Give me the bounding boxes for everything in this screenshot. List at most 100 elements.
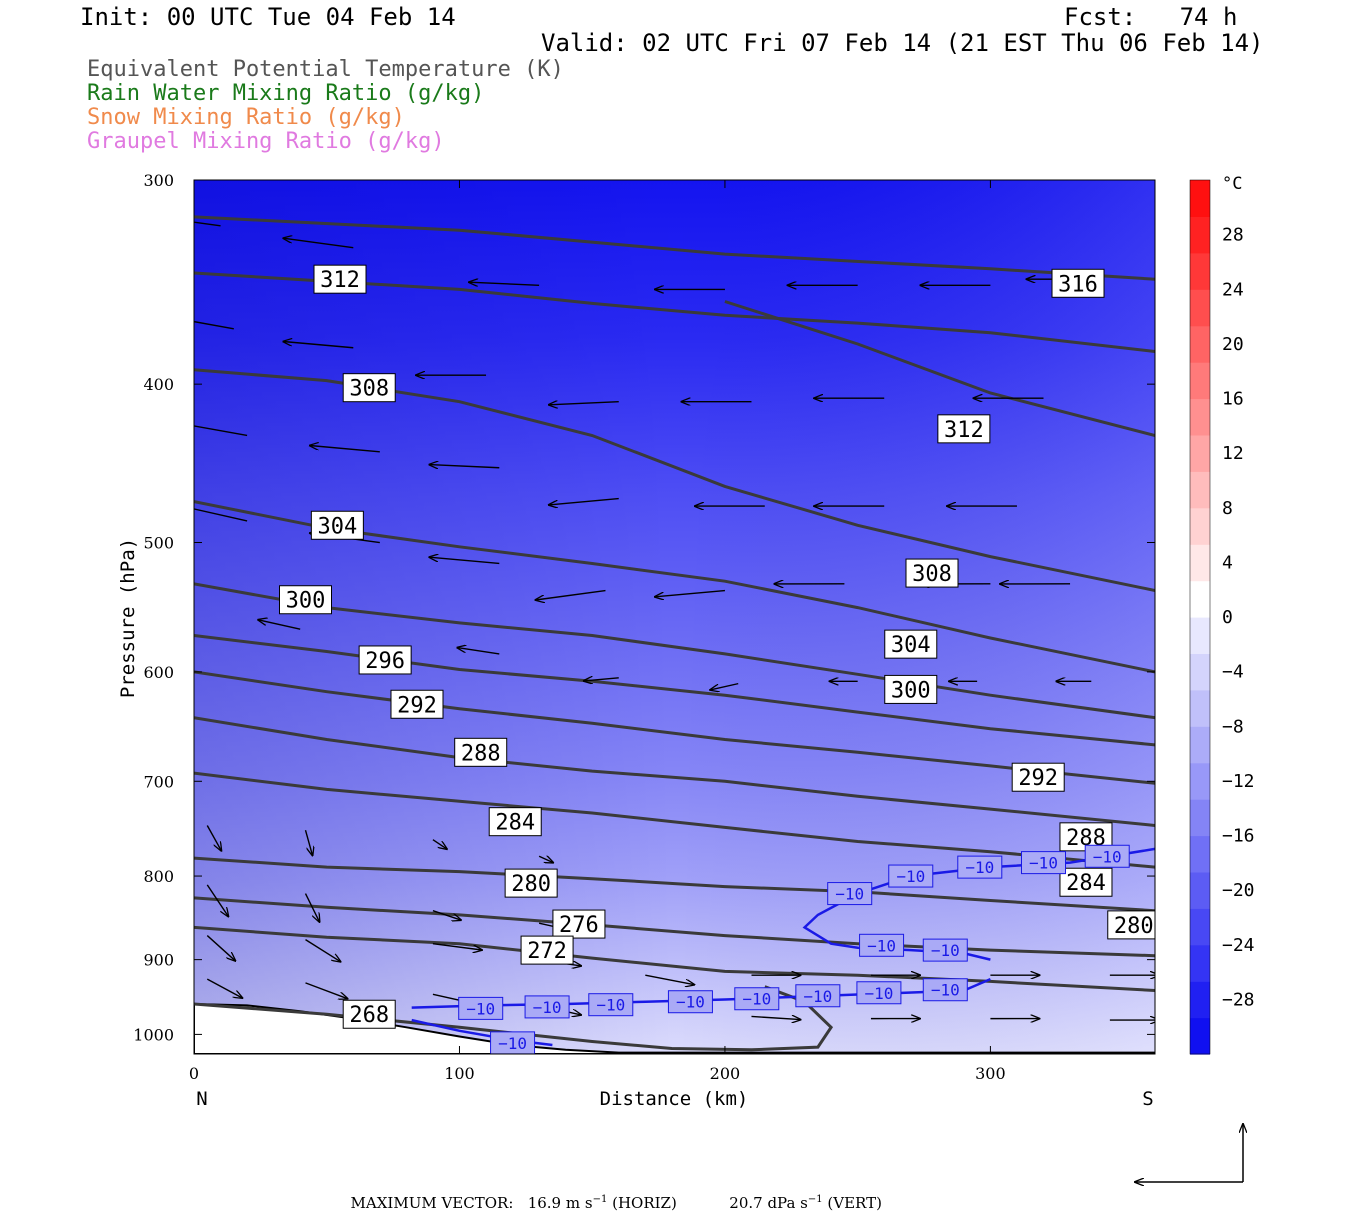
colorbar-swatch — [1190, 653, 1210, 690]
colorbar-label: 12 — [1222, 443, 1244, 464]
colorbar-swatch — [1190, 326, 1210, 363]
colorbar-swatch — [1190, 362, 1210, 399]
y-tick-label: 300 — [143, 171, 174, 190]
north-end-label: N — [196, 1088, 207, 1110]
max-vector-horiz: 16.9 m s — [528, 1194, 593, 1212]
theta-e-label: 300 — [891, 678, 931, 703]
isotherm-label: −10 — [803, 987, 832, 1006]
colorbar-label: −12 — [1222, 771, 1255, 792]
colorbar-label: −28 — [1222, 989, 1255, 1010]
theta-e-label: 268 — [349, 1003, 389, 1028]
theta-e-label: 316 — [1058, 272, 1098, 297]
theta-e-label: 312 — [944, 418, 984, 443]
isotherm-label: −10 — [835, 885, 864, 904]
isotherm-label: −10 — [596, 996, 625, 1015]
y-tick-label: 600 — [143, 663, 174, 682]
colorbar-swatch — [1190, 1018, 1210, 1055]
colorbar-swatch — [1190, 399, 1210, 436]
colorbar-swatch — [1190, 216, 1210, 253]
theta-e-label: 284 — [1066, 871, 1106, 896]
isotherm-label: −10 — [1093, 847, 1122, 866]
theta-e-label: 300 — [286, 589, 326, 614]
theta-e-label: 272 — [527, 939, 567, 964]
colorbar-label: −8 — [1222, 716, 1244, 737]
colorbar-swatch — [1190, 180, 1210, 217]
theta-e-label: 284 — [495, 811, 535, 836]
theta-e-label: 280 — [1114, 914, 1154, 939]
isotherm-label: −10 — [498, 1034, 527, 1053]
theta-e-label: 292 — [1018, 766, 1058, 791]
x-tick-label: 0 — [189, 1064, 199, 1083]
y-tick-label: 900 — [143, 951, 174, 970]
max-vector-vert: 20.7 dPa s — [729, 1194, 808, 1212]
theta-e-label: 308 — [349, 377, 389, 402]
colorbar-swatch — [1190, 435, 1210, 472]
colorbar-swatch — [1190, 981, 1210, 1018]
isotherm-label: −10 — [896, 867, 925, 886]
colorbar-swatch — [1190, 253, 1210, 290]
isotherm-label: −10 — [867, 936, 896, 955]
colorbar-swatch — [1190, 544, 1210, 581]
colorbar-label: −24 — [1222, 935, 1255, 956]
colorbar-swatch — [1190, 617, 1210, 654]
isotherm-label: −10 — [742, 990, 771, 1009]
theta-e-label: 304 — [317, 514, 357, 539]
colorbar-label: 16 — [1222, 389, 1244, 410]
isotherm-label: −10 — [466, 999, 495, 1018]
max-vector-horiz-suffix: (HORIZ) — [612, 1194, 677, 1212]
colorbar-swatch — [1190, 908, 1210, 945]
theta-e-label: 304 — [891, 633, 931, 658]
colorbar-swatch — [1190, 690, 1210, 727]
isotherm-label: −10 — [533, 998, 562, 1017]
y-tick-label: 1000 — [133, 1025, 174, 1044]
isotherm-label: −10 — [1029, 854, 1058, 873]
isotherm-label: −10 — [965, 858, 994, 877]
x-tick-label: 200 — [710, 1064, 741, 1083]
x-tick-label: 300 — [975, 1064, 1006, 1083]
colorbar-label: −4 — [1222, 662, 1244, 683]
max-vector-prefix: MAXIMUM VECTOR: — [351, 1194, 514, 1212]
colorbar-swatch — [1190, 508, 1210, 545]
theta-e-label: 292 — [397, 693, 437, 718]
colorbar-label: −16 — [1222, 826, 1255, 847]
theta-e-label: 276 — [559, 913, 599, 938]
theta-e-label: 308 — [912, 562, 952, 587]
y-axis-title: Pressure (hPa) — [117, 538, 139, 698]
isotherm-label: −10 — [864, 984, 893, 1003]
colorbar-label: 4 — [1222, 552, 1233, 573]
colorbar-label: 28 — [1222, 225, 1244, 246]
colorbar-label: 24 — [1222, 279, 1244, 300]
colorbar-swatch — [1190, 726, 1210, 763]
colorbar-label: 0 — [1222, 607, 1233, 628]
south-end-label: S — [1142, 1088, 1153, 1110]
colorbar-unit: °C — [1222, 174, 1242, 194]
isotherm-label: −10 — [676, 993, 705, 1012]
x-tick-label: 100 — [444, 1064, 475, 1083]
y-tick-label: 800 — [143, 867, 174, 886]
theta-e-label: 296 — [365, 649, 405, 674]
colorbar-swatch — [1190, 872, 1210, 909]
isotherm-label: −10 — [931, 941, 960, 960]
colorbar-swatch — [1190, 581, 1210, 618]
isotherm-label: −10 — [931, 981, 960, 1000]
colorbar-label: 8 — [1222, 498, 1233, 519]
y-tick-label: 400 — [143, 375, 174, 394]
max-vector-vert-suffix: (VERT) — [827, 1194, 882, 1212]
x-axis-title: Distance (km) — [600, 1088, 749, 1110]
colorbar-swatch — [1190, 289, 1210, 326]
colorbar-swatch — [1190, 763, 1210, 800]
colorbar-swatch — [1190, 799, 1210, 836]
colorbar-label: 20 — [1222, 334, 1244, 355]
y-tick-label: 700 — [143, 772, 174, 791]
max-vector-note: MAXIMUM VECTOR: 16.9 m s−1 (HORIZ) 20.7 … — [341, 1176, 882, 1212]
colorbar-swatch — [1190, 471, 1210, 508]
colorbar-label: −20 — [1222, 880, 1255, 901]
theta-e-label: 288 — [461, 741, 501, 766]
theta-e-label: 280 — [511, 872, 551, 897]
colorbar-swatch — [1190, 836, 1210, 873]
theta-e-label: 312 — [320, 268, 360, 293]
colorbar-swatch — [1190, 945, 1210, 982]
y-tick-label: 500 — [143, 534, 174, 553]
reference-vector-icon — [1135, 1124, 1243, 1182]
